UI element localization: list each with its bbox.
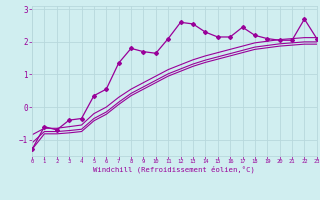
X-axis label: Windchill (Refroidissement éolien,°C): Windchill (Refroidissement éolien,°C) <box>93 166 255 173</box>
